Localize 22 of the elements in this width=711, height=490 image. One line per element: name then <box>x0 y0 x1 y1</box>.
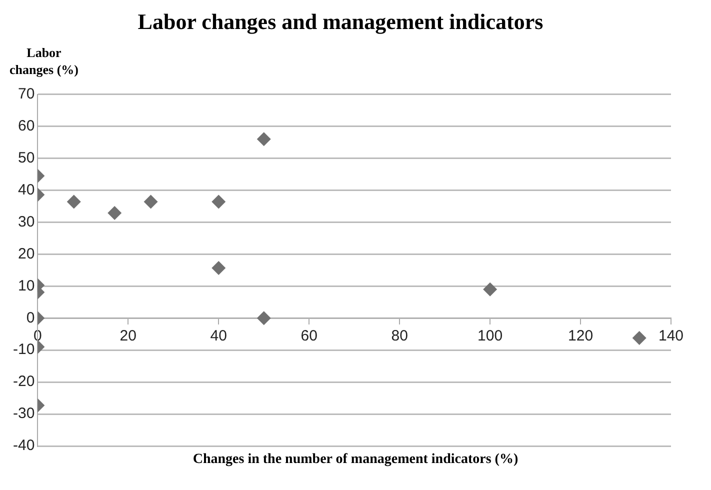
y-tick-label: -40 <box>12 437 35 454</box>
x-axis-title: Changes in the number of management indicators (%) <box>192 452 518 467</box>
y-tick-label: 70 <box>18 86 35 103</box>
x-tick-label: 20 <box>120 327 136 344</box>
y-tick-label: 30 <box>18 213 35 230</box>
x-tick-label: 140 <box>658 327 684 344</box>
y-tick-label: 0 <box>26 309 35 326</box>
chart-title: Labor changes and management indicators <box>138 8 544 34</box>
y-tick-label: -10 <box>12 341 35 358</box>
y-tick-label: 40 <box>18 181 35 198</box>
x-tick-label: 60 <box>300 327 318 344</box>
y-tick-label: -30 <box>12 405 35 422</box>
x-tick-label: 40 <box>210 327 227 344</box>
y-tick-label: -20 <box>12 373 35 390</box>
y-axis-title: Labor changes (%) <box>8 44 80 78</box>
y-tick-label: 60 <box>18 118 35 135</box>
x-tick-label: 80 <box>391 327 408 344</box>
y-tick-label: 20 <box>18 245 35 262</box>
x-tick-label: 100 <box>478 327 503 344</box>
y-tick-label: 10 <box>18 277 35 294</box>
y-tick-label: 50 <box>18 149 35 166</box>
x-tick-label: 120 <box>568 327 594 344</box>
